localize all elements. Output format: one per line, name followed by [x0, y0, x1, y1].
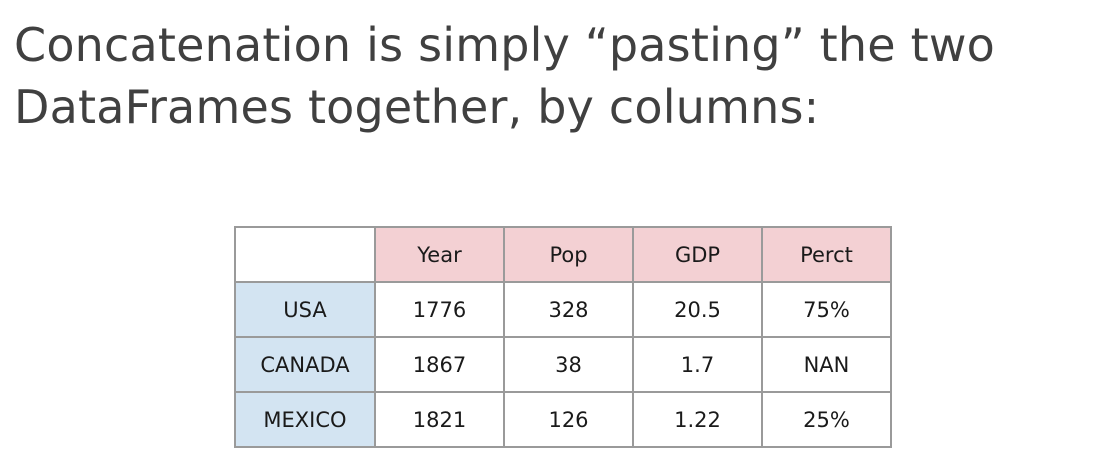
table-row: MEXICO 1821 126 1.22 25%	[234, 391, 892, 448]
table-cell: 1867	[374, 336, 505, 393]
header-row: Year Pop GDP Perct	[234, 226, 892, 283]
table-cell: 75%	[761, 281, 892, 338]
column-header-gdp: GDP	[632, 226, 763, 283]
table-cell: 1.22	[632, 391, 763, 448]
row-header-canada: CANADA	[234, 336, 376, 393]
slide-title-line-2: DataFrames together, by columns:	[14, 80, 820, 134]
column-header-perct: Perct	[761, 226, 892, 283]
row-header-usa: USA	[234, 281, 376, 338]
table-row: CANADA 1867 38 1.7 NAN	[234, 336, 892, 393]
table-row: USA 1776 328 20.5 75%	[234, 281, 892, 338]
slide-title: Concatenation is simply “pasting” the tw…	[14, 14, 1104, 138]
table-cell: 25%	[761, 391, 892, 448]
table-cell: 126	[503, 391, 634, 448]
row-header-mexico: MEXICO	[234, 391, 376, 448]
column-header-year: Year	[374, 226, 505, 283]
slide-title-line-1: Concatenation is simply “pasting” the tw…	[14, 18, 995, 72]
table-cell: 1821	[374, 391, 505, 448]
dataframe-table: Year Pop GDP Perct USA 1776 328 20.5 75%…	[234, 226, 892, 448]
table-cell: 328	[503, 281, 634, 338]
table-cell: 1.7	[632, 336, 763, 393]
table-cell: 1776	[374, 281, 505, 338]
table-cell: 38	[503, 336, 634, 393]
table-cell: 20.5	[632, 281, 763, 338]
column-header-pop: Pop	[503, 226, 634, 283]
corner-cell	[234, 226, 376, 283]
table-cell: NAN	[761, 336, 892, 393]
